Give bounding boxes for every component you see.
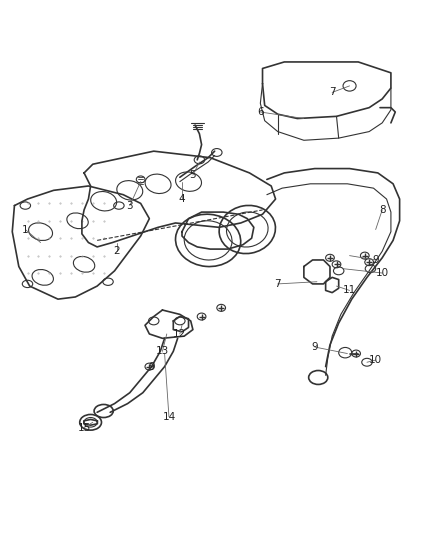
Text: 9: 9 — [372, 255, 379, 265]
Text: 4: 4 — [179, 194, 185, 204]
Text: 10: 10 — [376, 268, 389, 278]
Text: 13: 13 — [156, 346, 169, 357]
Text: 1: 1 — [22, 224, 28, 235]
Text: 14: 14 — [162, 411, 176, 422]
Text: 11: 11 — [343, 286, 356, 295]
Text: 9: 9 — [311, 342, 318, 352]
Text: 15: 15 — [78, 423, 91, 433]
Text: 8: 8 — [379, 205, 385, 215]
Text: 3: 3 — [127, 200, 133, 211]
Text: 12: 12 — [173, 329, 187, 339]
Text: 7: 7 — [329, 87, 336, 98]
Text: 10: 10 — [369, 355, 382, 365]
Text: 7: 7 — [275, 279, 281, 289]
Text: 9: 9 — [148, 361, 155, 372]
Text: 6: 6 — [257, 107, 264, 117]
Text: 2: 2 — [113, 246, 120, 256]
Text: 5: 5 — [190, 170, 196, 180]
